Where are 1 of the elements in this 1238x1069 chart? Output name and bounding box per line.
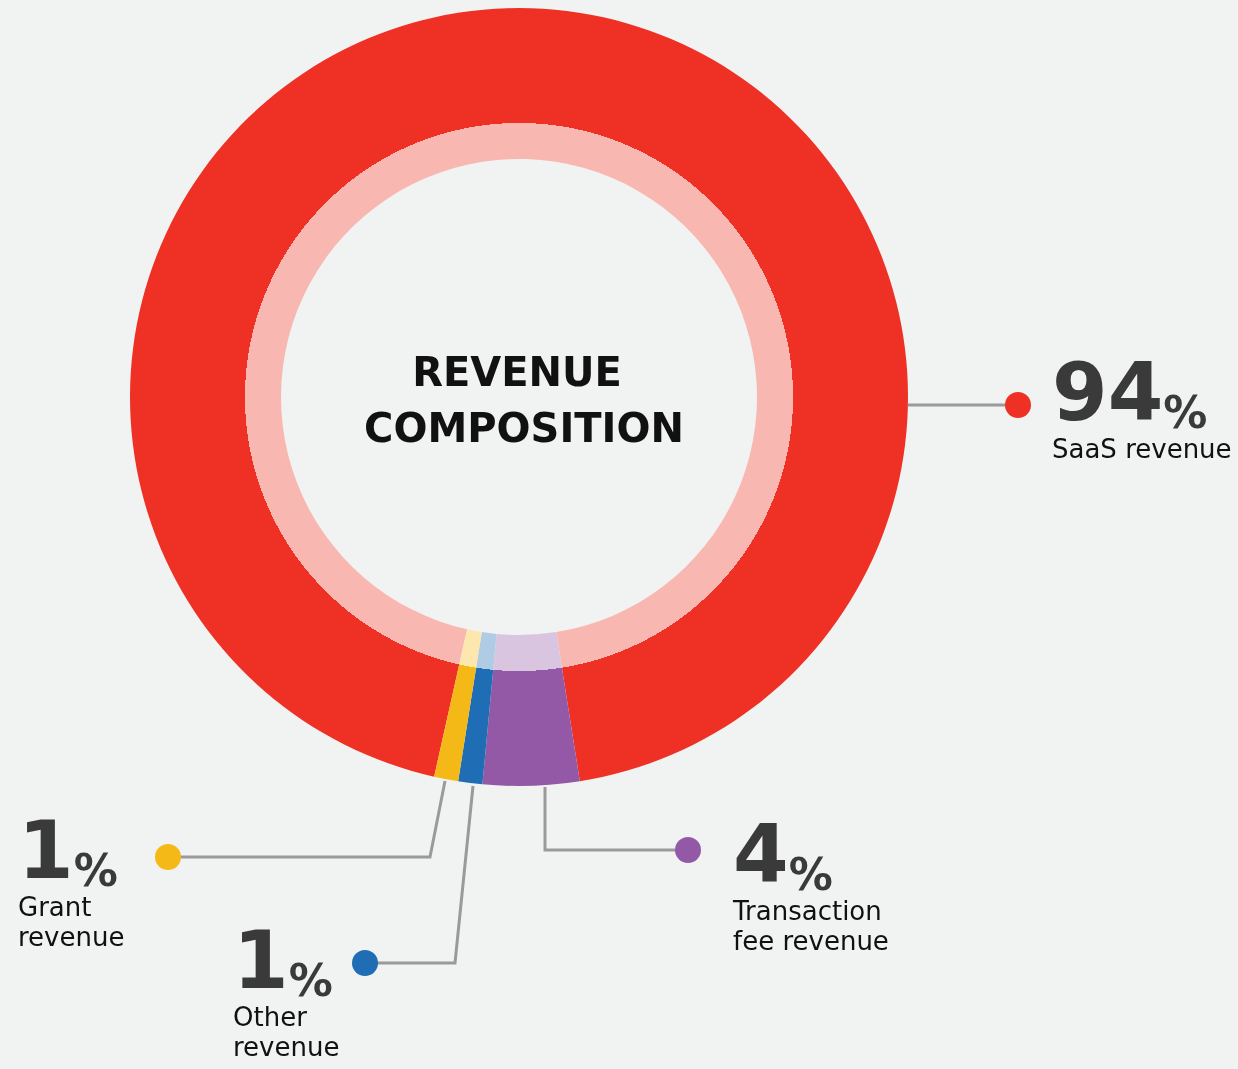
text: REVENUE COMPOSITION: [364, 349, 684, 451]
